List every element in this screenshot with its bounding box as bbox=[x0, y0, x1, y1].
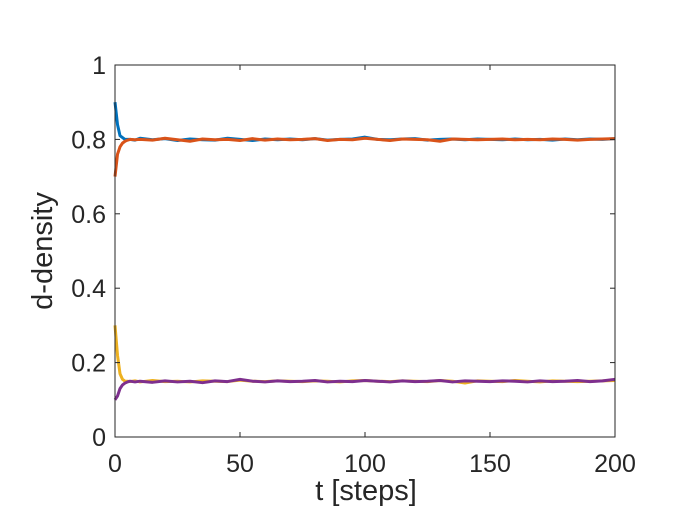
y-tick-label: 0.8 bbox=[71, 126, 106, 154]
x-tick-label: 200 bbox=[594, 450, 636, 478]
y-tick-label: 0.6 bbox=[71, 201, 106, 229]
y-tick-label: 1 bbox=[92, 52, 106, 80]
series-line-4 bbox=[113, 377, 616, 401]
plot-frame bbox=[114, 64, 616, 438]
y-tick-label: 0.2 bbox=[71, 350, 106, 378]
y-tick-label: 0.4 bbox=[71, 275, 106, 303]
series-layer bbox=[113, 102, 616, 401]
x-tick-label: 100 bbox=[344, 450, 386, 478]
x-tick-label: 50 bbox=[226, 450, 254, 478]
y-axis-label: d-density bbox=[27, 192, 59, 310]
ticks-layer: 0 50 100 150 200 0 0.2 0.4 0.6 0.8 1 bbox=[71, 52, 636, 478]
x-tick-label: 0 bbox=[108, 450, 122, 478]
series-line-2 bbox=[113, 136, 616, 177]
plot-background bbox=[115, 65, 615, 437]
x-axis-label: t [steps] bbox=[315, 475, 417, 507]
y-tick-label: 0 bbox=[92, 424, 106, 452]
x-tick-label: 150 bbox=[469, 450, 511, 478]
